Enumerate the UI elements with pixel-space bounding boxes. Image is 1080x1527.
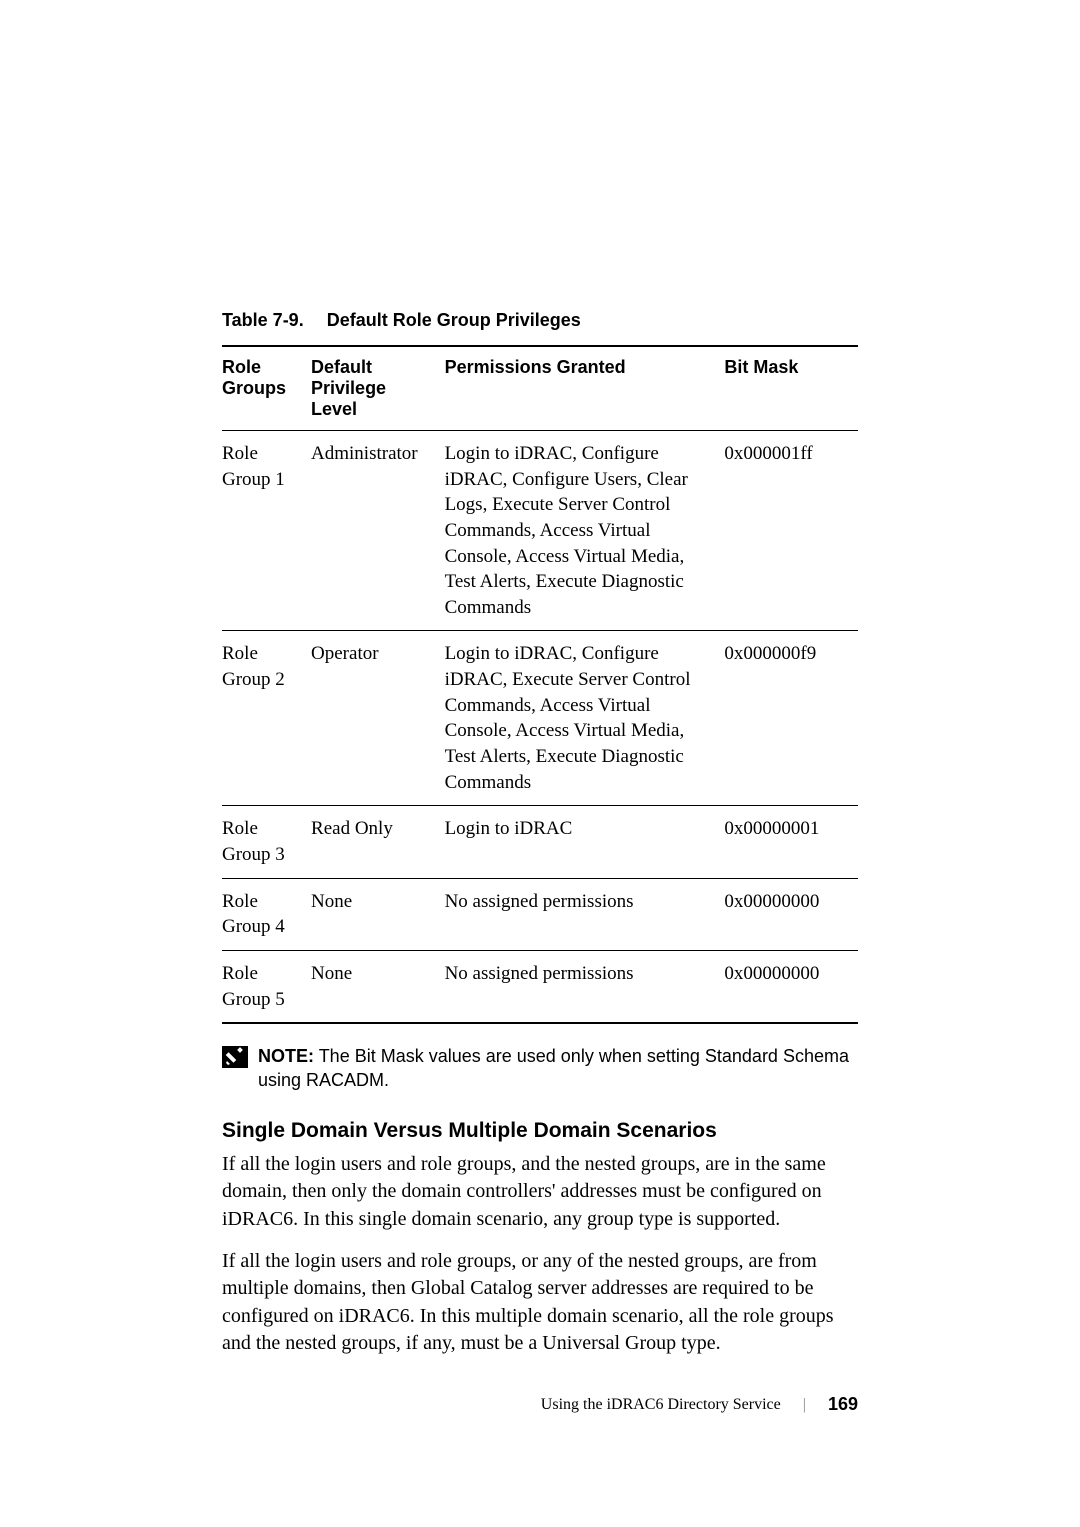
page-footer: Using the iDRAC6 Directory Service | 169: [541, 1394, 858, 1415]
cell-role-group: Role Group 4: [222, 878, 311, 950]
cell-permissions: Login to iDRAC, Configure iDRAC, Configu…: [445, 431, 725, 631]
body-paragraph: If all the login users and role groups, …: [222, 1151, 858, 1234]
table-title: Default Role Group Privileges: [327, 310, 581, 330]
cell-role-group: Role Group 2: [222, 631, 311, 806]
col-header-permissions: Permissions Granted: [445, 346, 725, 431]
cell-level: Operator: [311, 631, 445, 806]
table-row: Role Group 1 Administrator Login to iDRA…: [222, 431, 858, 631]
note-label: NOTE:: [258, 1046, 314, 1066]
table-row: Role Group 2 Operator Login to iDRAC, Co…: [222, 631, 858, 806]
cell-permissions: No assigned permissions: [445, 950, 725, 1023]
cell-role-group: Role Group 5: [222, 950, 311, 1023]
cell-mask: 0x00000000: [724, 878, 858, 950]
privileges-table: Role Groups Default Privilege Level Perm…: [222, 345, 858, 1024]
cell-level: Read Only: [311, 806, 445, 878]
cell-permissions: Login to iDRAC, Configure iDRAC, Execute…: [445, 631, 725, 806]
table-caption: Table 7-9. Default Role Group Privileges: [222, 310, 858, 331]
table-row: Role Group 4 None No assigned permission…: [222, 878, 858, 950]
cell-mask: 0x00000000: [724, 950, 858, 1023]
cell-level: Administrator: [311, 431, 445, 631]
col-header-level: Default Privilege Level: [311, 346, 445, 431]
page-number: 169: [828, 1394, 858, 1415]
body-paragraph: If all the login users and role groups, …: [222, 1248, 858, 1358]
table-row: Role Group 5 None No assigned permission…: [222, 950, 858, 1023]
note-pencil-icon: [222, 1046, 248, 1068]
document-page: Table 7-9. Default Role Group Privileges…: [0, 0, 1080, 1527]
table-header-row: Role Groups Default Privilege Level Perm…: [222, 346, 858, 431]
footer-separator: |: [803, 1396, 806, 1414]
cell-role-group: Role Group 1: [222, 431, 311, 631]
cell-mask: 0x000001ff: [724, 431, 858, 631]
col-header-role-groups: Role Groups: [222, 346, 311, 431]
cell-level: None: [311, 878, 445, 950]
note-text: NOTE: The Bit Mask values are used only …: [258, 1044, 858, 1093]
footer-title: Using the iDRAC6 Directory Service: [541, 1396, 781, 1414]
cell-level: None: [311, 950, 445, 1023]
cell-mask: 0x000000f9: [724, 631, 858, 806]
table-row: Role Group 3 Read Only Login to iDRAC 0x…: [222, 806, 858, 878]
table-number: Table 7-9.: [222, 310, 304, 330]
note-block: NOTE: The Bit Mask values are used only …: [222, 1044, 858, 1093]
col-header-mask: Bit Mask: [724, 346, 858, 431]
cell-mask: 0x00000001: [724, 806, 858, 878]
section-heading: Single Domain Versus Multiple Domain Sce…: [222, 1119, 858, 1143]
note-body: The Bit Mask values are used only when s…: [258, 1046, 849, 1090]
cell-permissions: No assigned permissions: [445, 878, 725, 950]
cell-permissions: Login to iDRAC: [445, 806, 725, 878]
cell-role-group: Role Group 3: [222, 806, 311, 878]
